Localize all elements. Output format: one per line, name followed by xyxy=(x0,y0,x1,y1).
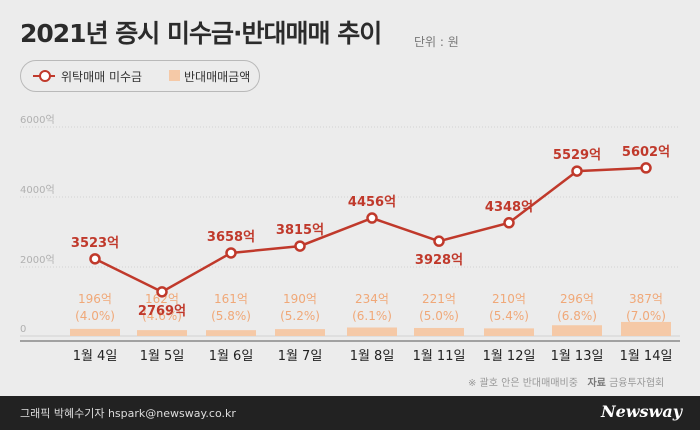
x-tick-label: 1월 14일 xyxy=(620,349,673,364)
unit-label: 단위 : 원 xyxy=(414,35,459,49)
bar xyxy=(275,329,325,336)
line-point xyxy=(571,165,583,177)
line-value-label: 3523억 xyxy=(71,236,119,251)
y-tick-label: 6000억 xyxy=(20,114,55,126)
line-value-label: 3658억 xyxy=(207,230,255,245)
brand-logo: Newsway xyxy=(600,402,682,421)
x-tick-label: 1월 4일 xyxy=(73,349,118,364)
line-point xyxy=(503,217,515,229)
bar-value-label: 190억 xyxy=(283,292,317,306)
x-tick-label: 1월 5일 xyxy=(140,349,185,364)
bar-value-label: 161억 xyxy=(214,292,248,306)
footer-bar: 그래픽 박혜수기자 hspark@newsway.co.kr Newsway xyxy=(0,396,700,430)
footnote: ※ 괄호 안은 반대매매비중 자료 금융투자협회 xyxy=(468,374,664,389)
bar-ratio-label: (6.8%) xyxy=(557,309,597,323)
x-tick-label: 1월 6일 xyxy=(209,349,254,364)
bar-ratio-label: (7.0%) xyxy=(626,309,666,323)
bar xyxy=(206,330,256,336)
line-value-label: 4456억 xyxy=(348,195,396,210)
line-point xyxy=(433,235,445,247)
x-tick-label: 1월 7일 xyxy=(278,349,323,364)
y-tick-label: 0 xyxy=(20,324,26,335)
source-text: 금융투자협회 xyxy=(609,378,665,389)
bar-ratio-label: (4.6%) xyxy=(142,309,182,323)
bar xyxy=(414,327,464,336)
bar xyxy=(484,328,534,336)
x-tick-label: 1월 11일 xyxy=(413,349,466,364)
bar-value-label: 234억 xyxy=(355,292,389,306)
chart-title: 2021년 증시 미수금·반대매매 추이 xyxy=(20,19,382,48)
bar-ratio-label: (5.4%) xyxy=(489,309,529,323)
legend: 위탁매매 미수금 반대매매금액 xyxy=(20,60,260,92)
bar xyxy=(347,327,397,336)
bar-ratio-label: (5.0%) xyxy=(419,309,459,323)
bar-ratio-label: (6.1%) xyxy=(352,309,392,323)
line-point xyxy=(89,253,101,265)
x-tick-label: 1월 12일 xyxy=(483,349,536,364)
legend-line-label: 위탁매매 미수금 xyxy=(61,70,143,84)
legend-circle-icon xyxy=(39,70,51,82)
line-point xyxy=(294,240,306,252)
bar-value-label: 162억 xyxy=(145,292,179,306)
line-point xyxy=(366,212,378,224)
source-label: 자료 xyxy=(587,378,606,389)
bar-ratio-label: (5.2%) xyxy=(280,309,320,323)
bar-value-label: 221억 xyxy=(422,292,456,306)
bar-ratio-label: (5.8%) xyxy=(211,309,251,323)
bar-ratio-label: (4.0%) xyxy=(75,309,115,323)
series-line xyxy=(94,166,647,294)
line-point xyxy=(156,286,168,298)
bar xyxy=(70,328,120,336)
y-tick-label: 2000억 xyxy=(20,254,55,266)
legend-bar-label: 반대매매금액 xyxy=(184,70,251,84)
line-point xyxy=(640,162,652,174)
x-tick-label: 1월 13일 xyxy=(551,349,604,364)
line-point xyxy=(225,247,237,259)
line-value-label: 3928억 xyxy=(415,253,463,268)
line-value-label: 2769억 xyxy=(138,304,186,319)
bar xyxy=(552,325,602,336)
line-value-label: 3815억 xyxy=(276,223,324,238)
credit-text: 그래픽 박혜수기자 hspark@newsway.co.kr xyxy=(20,407,236,420)
footnote-text: ※ 괄호 안은 반대매매비중 xyxy=(468,378,578,389)
bar xyxy=(137,330,187,336)
line-value-label: 5602억 xyxy=(622,145,670,160)
legend-bar-swatch xyxy=(169,70,180,81)
bar-value-label: 387억 xyxy=(629,292,663,306)
bar xyxy=(621,321,671,336)
bar-value-label: 196억 xyxy=(78,292,112,306)
bar-value-label: 210억 xyxy=(492,292,526,306)
y-tick-label: 4000억 xyxy=(20,184,55,196)
line-value-label: 4348억 xyxy=(485,200,533,215)
bar-value-label: 296억 xyxy=(560,292,594,306)
x-tick-label: 1월 8일 xyxy=(350,349,395,364)
line-value-label: 5529억 xyxy=(553,148,601,163)
chart-area: 0 2000억 4000억 6000억 196억 (4.0%) 162억 (4.6%) 161억… xyxy=(20,114,680,364)
